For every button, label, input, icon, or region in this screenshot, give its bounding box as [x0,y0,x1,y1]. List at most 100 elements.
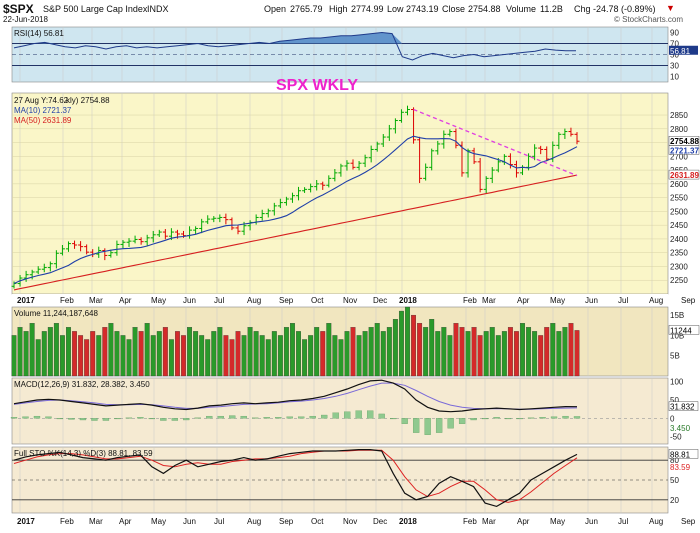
volume-value: 11.2B [540,4,563,14]
volume-bar [175,331,180,377]
macd-histogram-bar [390,418,397,420]
high-value: 2774.99 [351,4,384,14]
macd-tick-label: 0 [670,414,675,423]
price-x-axis-label: Apr [119,296,132,305]
volume-bar [556,331,562,377]
volume-bar [435,331,441,377]
rsi-overbought-fill [14,32,576,44]
macd-current-label: 31.832 [670,403,695,412]
chart-annotation: SPX WKLY [276,77,358,94]
macd-histogram-bar [516,418,523,420]
bottom-x-axis-label: May [550,517,565,526]
volume-bar [253,331,259,377]
macd-histogram-bar [263,417,270,419]
rsi-tick-label: 30 [670,62,679,71]
volume-bar [193,331,199,377]
volume-bar [11,335,17,377]
macd-histogram-bar [470,418,477,421]
macd-histogram-bar [309,415,316,419]
macd-histogram-bar [332,412,339,419]
macd-histogram-bar [10,417,18,419]
volume-bar [386,327,392,377]
price-x-axis-label: Jun [183,296,196,305]
price-tick-label: 2850 [670,111,688,120]
macd-histogram-bar [194,417,201,419]
macd-histogram-bar [504,418,512,420]
macd-histogram-bar [45,416,52,419]
volume-bar [96,335,102,377]
macd-histogram-bar [91,418,98,421]
bottom-x-axis-label: Oct [311,517,324,526]
macd-frame [11,377,669,445]
volume-bar [392,319,398,377]
chart-header: $SPX S&P 500 Large Cap Index INDX 22-Jun… [0,0,700,26]
volume-bar [447,335,453,377]
volume-bar [126,339,132,377]
bottom-x-axis-label: Mar [482,517,496,526]
price-x-axis-label: Jul [214,296,224,305]
open-value: 2765.79 [290,4,323,14]
volume-bar [398,310,404,377]
rsi-tick-label: 10 [670,73,679,82]
volume-bar [168,339,174,377]
bottom-x-axis-label: Jun [585,517,598,526]
price-x-axis-label: Apr [517,296,530,305]
rsi-tick-label: 50 [670,51,679,60]
volume-bar [265,339,271,377]
volume-bar [102,327,108,377]
volume-bar [271,331,277,377]
macd-histogram-bar [435,418,443,433]
low-label: Low [387,4,404,14]
volume-bar [562,327,568,377]
volume-bar [507,327,513,377]
macd-histogram-bar [481,418,489,420]
macd-title: MACD(12,26,9) 31.832, 28.382, 3.450 [14,380,150,389]
macd-histogram-bar [378,413,385,419]
macd-histogram-bar [102,418,110,421]
volume-bar [423,327,429,377]
bottom-x-axis-label: Apr [119,517,132,526]
price-tick-label: 2250 [670,276,688,285]
volume-bar [35,339,41,377]
volume-tick-label: 5B [670,352,680,361]
volume-bar [459,327,465,377]
price-x-axis-label: 2018 [399,296,417,305]
macd-tick-label: -50 [670,433,682,442]
volume-bar [380,331,386,377]
volume-tick-label: 15B [670,311,684,320]
bottom-x-axis-label: Mar [89,517,103,526]
volume-bar [489,327,495,377]
price-ma50-line [13,174,578,291]
volume-bar [41,331,47,377]
volume-bar [574,330,580,377]
price-x-axis-band [12,294,668,306]
down-arrow-icon: ▼ [666,3,675,13]
volume-bar [520,323,525,377]
volume-bar [350,327,356,377]
macd-tick-label: 100 [670,378,684,387]
volume-current-tag [668,325,700,335]
volume-title: Volume 11,244,187,648 [14,309,98,318]
macd-histogram-bar [137,417,144,419]
volume-bar [356,335,362,377]
macd-tick-label: 50 [670,396,679,405]
bottom-x-axis-label: Jul [618,517,628,526]
volume-bar [211,331,217,377]
bottom-x-axis-label: Sep [279,517,294,526]
volume-bar [550,323,556,377]
price-legend-date: 27 Aug Y:74.62 [14,96,69,105]
price-last-close-label-tag [668,136,700,146]
price-tick-label: 2350 [670,249,688,258]
bottom-x-axis-label: 2018 [399,517,417,526]
volume-bar [495,335,501,377]
bottom-x-axis: 2017 Feb Mar Apr May Jun Jul Aug Sep Oct Nov Dec 201… [12,515,696,527]
date: 22-Jun-2018 [3,15,48,24]
macd-histogram-bar [229,415,236,419]
price-tick-label: 2600 [670,180,688,189]
bottom-x-axis-label: Dec [373,517,387,526]
rsi-line [13,31,577,61]
sto-k-line [13,449,578,508]
price-x-axis-label: Aug [649,296,663,305]
price-x-axis-label: May [151,296,166,305]
